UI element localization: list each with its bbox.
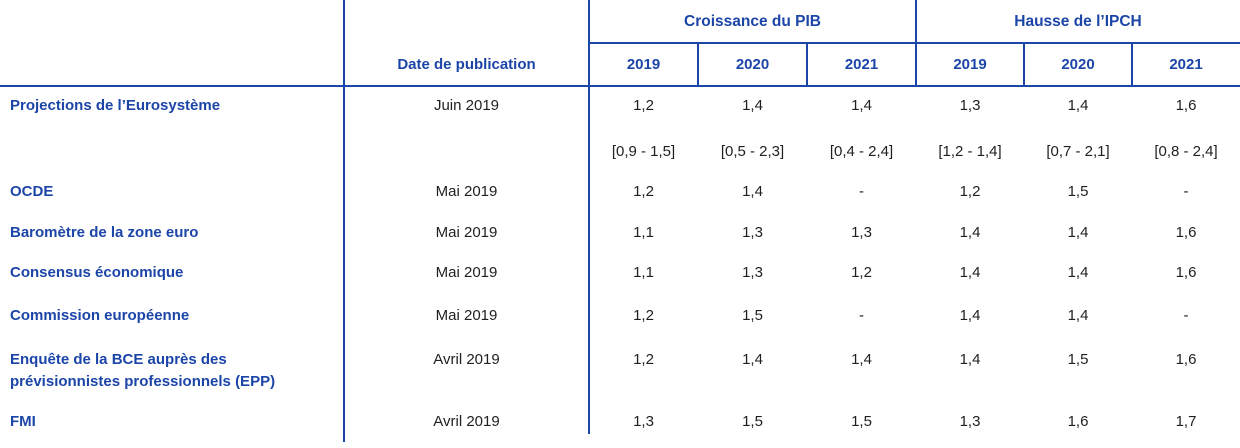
value-pib-2019: 1,2 [633, 183, 654, 200]
row-label-ocde: OCDE [10, 183, 54, 200]
range-ipch-2021: [0,8 - 2,4] [1154, 143, 1218, 160]
value-pib-2019: 1,2 [633, 97, 654, 114]
table-row: Baromètre de la zone euro Mai 2019 1,1 1… [0, 222, 1240, 244]
publication-date: Avril 2019 [433, 351, 500, 368]
value-ipch-2021: - [1183, 183, 1189, 200]
value-ipch-2021: 1,6 [1175, 97, 1197, 114]
value-pib-2021: 1,5 [851, 413, 872, 430]
value-pib-2019: 1,1 [633, 264, 654, 281]
publication-date: Mai 2019 [435, 183, 498, 200]
value-pib-2020: 1,3 [742, 224, 763, 241]
value-pib-2019: 1,2 [633, 351, 654, 368]
rule-under-group-headers [589, 42, 1240, 44]
year-header-ipch-2021: 2021 [1169, 56, 1203, 73]
value-pib-2020: 1,4 [742, 97, 763, 114]
year-header-ipch-2019: 2019 [953, 56, 987, 73]
value-pib-2020: 1,5 [742, 413, 763, 430]
value-pib-2021: - [859, 183, 864, 200]
value-pib-2021: 1,4 [851, 97, 872, 114]
value-ipch-2019: 1,4 [959, 264, 981, 281]
divider-dates-pib [588, 0, 590, 434]
value-ipch-2020: 1,4 [1067, 264, 1089, 281]
divider-ipch-2020-2021 [1131, 43, 1133, 86]
row-label-eurosysteme: Projections de l’Eurosystème [10, 97, 221, 114]
value-ipch-2020: 1,5 [1067, 183, 1089, 200]
value-ipch-2019: 1,2 [959, 183, 981, 200]
value-pib-2019: 1,1 [633, 224, 654, 241]
value-ipch-2019: 1,4 [959, 351, 981, 368]
table-row: FMI Avril 2019 1,3 1,5 1,5 1,3 1,6 1,7 [0, 411, 1240, 433]
range-pib-2020: [0,5 - 2,3] [720, 143, 785, 160]
table-row: Projections de l’Eurosystème Juin 2019 1… [0, 95, 1240, 117]
year-header-ipch-2020: 2020 [1061, 56, 1095, 73]
publication-date: Juin 2019 [433, 97, 500, 114]
date-column-header: Date de publication [397, 56, 536, 73]
divider-pib-2020-2021 [806, 43, 808, 86]
value-pib-2021: 1,2 [851, 264, 872, 281]
value-ipch-2021: 1,6 [1175, 264, 1197, 281]
group-header-ipch: Hausse de l’IPCH [1014, 12, 1142, 30]
table-row: Commission européenne Mai 2019 1,2 1,5 -… [0, 305, 1240, 327]
table-row: OCDE Mai 2019 1,2 1,4 - 1,2 1,5 - [0, 181, 1240, 203]
value-ipch-2020: 1,6 [1067, 413, 1089, 430]
value-ipch-2021: 1,6 [1175, 224, 1197, 241]
rule-under-column-headers [0, 85, 1240, 87]
value-pib-2021: - [859, 307, 864, 324]
year-header-pib-2021: 2021 [844, 56, 879, 73]
row-label-barometre: Baromètre de la zone euro [10, 224, 199, 241]
year-header-pib-2020: 2020 [735, 56, 770, 73]
row-label-commission: Commission européenne [10, 307, 190, 324]
value-pib-2020: 1,5 [742, 307, 763, 324]
row-label-fmi: FMI [10, 413, 36, 430]
range-ipch-2019: [1,2 - 1,4] [938, 143, 1002, 160]
table-row: Consensus économique Mai 2019 1,1 1,3 1,… [0, 262, 1240, 284]
divider-labels-dates [343, 0, 345, 442]
table-row-ranges: [0,9 - 1,5] [0,5 - 2,3] [0,4 - 2,4] [1,2… [0, 141, 1240, 163]
publication-date: Mai 2019 [435, 264, 498, 281]
range-pib-2019: [0,9 - 1,5] [611, 143, 676, 160]
range-pib-2021: [0,4 - 2,4] [829, 143, 894, 160]
divider-pib-2019-2020 [697, 43, 699, 86]
value-ipch-2021: - [1183, 307, 1189, 324]
value-pib-2019: 1,3 [633, 413, 654, 430]
value-ipch-2021: 1,6 [1175, 351, 1197, 368]
value-pib-2020: 1,4 [742, 351, 763, 368]
publication-date: Mai 2019 [435, 307, 498, 324]
value-pib-2021: 1,4 [851, 351, 872, 368]
table-row: Enquête de la BCE auprès des prévisionni… [0, 349, 1240, 393]
value-ipch-2019: 1,4 [959, 224, 981, 241]
value-ipch-2020: 1,4 [1067, 307, 1089, 324]
value-ipch-2020: 1,5 [1067, 351, 1089, 368]
value-pib-2020: 1,3 [742, 264, 763, 281]
row-label-epp: Enquête de la BCE auprès des prévisionni… [10, 351, 276, 390]
divider-ipch-2019-2020 [1023, 43, 1025, 86]
value-pib-2019: 1,2 [633, 307, 654, 324]
year-header-pib-2019: 2019 [626, 56, 661, 73]
group-header-pib: Croissance du PIB [684, 12, 821, 30]
range-ipch-2020: [0,7 - 2,1] [1046, 143, 1110, 160]
value-ipch-2019: 1,4 [959, 307, 981, 324]
row-label-consensus: Consensus économique [10, 264, 184, 281]
publication-date: Mai 2019 [435, 224, 498, 241]
value-ipch-2020: 1,4 [1067, 97, 1089, 114]
value-ipch-2019: 1,3 [959, 413, 981, 430]
value-ipch-2020: 1,4 [1067, 224, 1089, 241]
value-ipch-2021: 1,7 [1175, 413, 1197, 430]
value-ipch-2019: 1,3 [959, 97, 981, 114]
publication-date: Avril 2019 [433, 413, 500, 430]
value-pib-2020: 1,4 [742, 183, 763, 200]
value-pib-2021: 1,3 [851, 224, 872, 241]
